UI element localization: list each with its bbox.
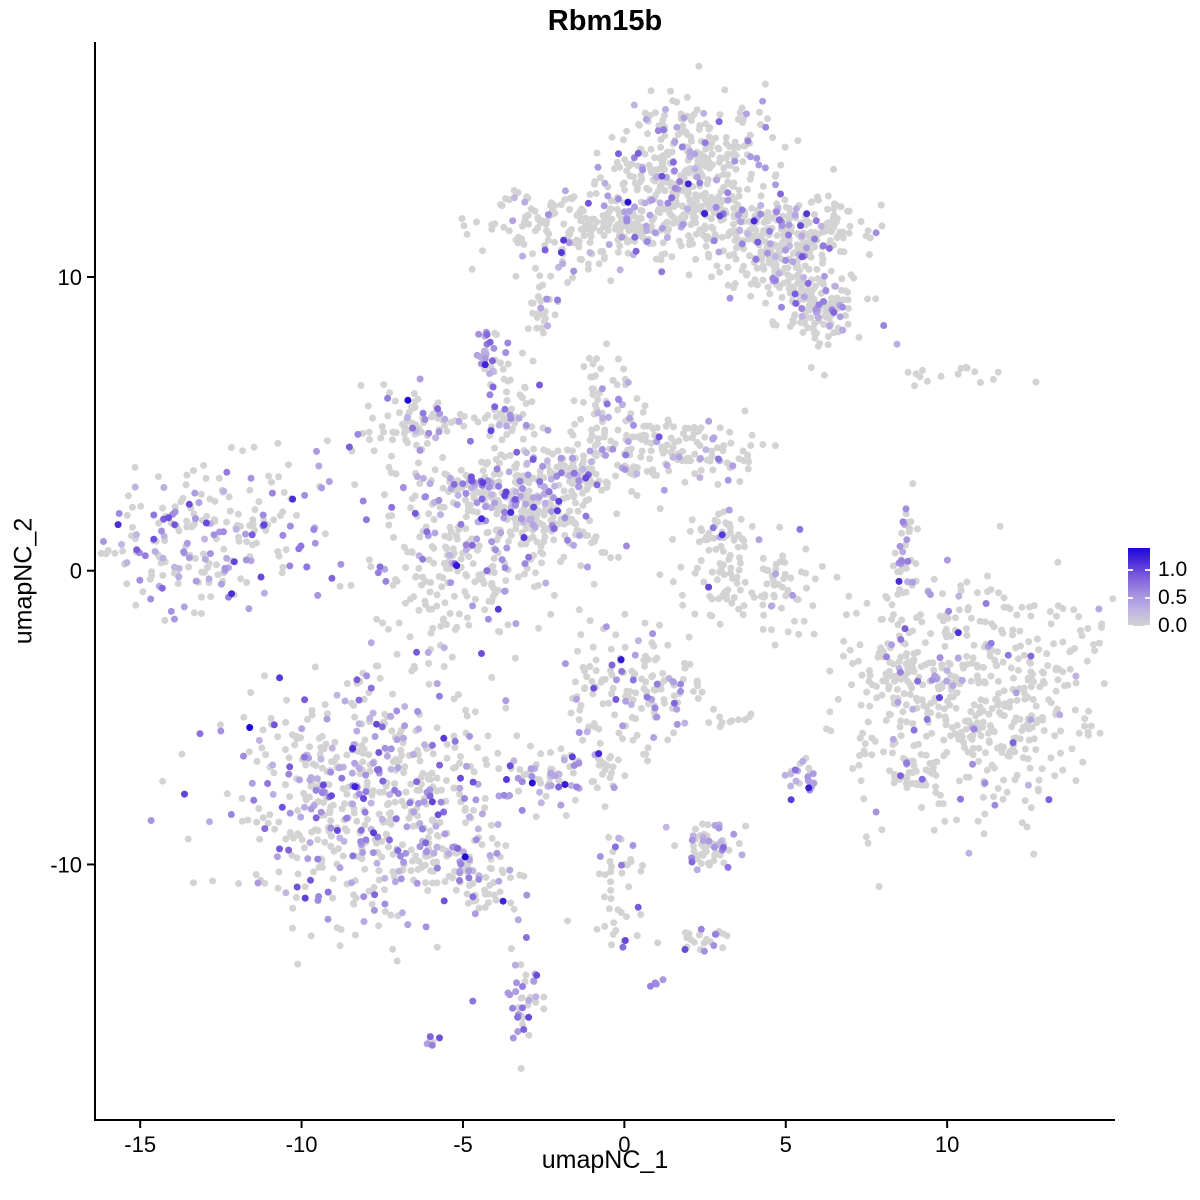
legend-tick-mark xyxy=(1128,597,1133,600)
legend-gradient-bar xyxy=(1128,548,1150,626)
x-tick-label: -5 xyxy=(453,1132,473,1157)
x-tick-label: 10 xyxy=(935,1132,959,1157)
legend-tick-mark xyxy=(1145,625,1150,627)
scatter-points xyxy=(97,62,1117,1072)
x-axis-title: umapNC_1 xyxy=(541,1146,669,1174)
plot-title: Rbm15b xyxy=(547,5,663,37)
legend-tick-label: 1.0 xyxy=(1158,558,1188,582)
legend-tick-mark xyxy=(1145,569,1150,572)
y-axis-title: umapNC_2 xyxy=(9,517,38,645)
y-tick-label: 0 xyxy=(70,559,82,584)
legend-tick-mark xyxy=(1128,625,1133,627)
y-tick-label: -10 xyxy=(50,852,82,877)
legend-tick-label: 0.0 xyxy=(1158,614,1188,637)
legend-tick-mark xyxy=(1128,569,1133,572)
x-tick-label: -10 xyxy=(286,1132,318,1157)
x-tick-label: 0 xyxy=(618,1132,630,1157)
legend-tick-mark xyxy=(1145,597,1150,600)
legend-tick-label: 0.5 xyxy=(1158,586,1188,610)
x-tick-label: -15 xyxy=(124,1132,156,1157)
x-tick-label: 5 xyxy=(780,1132,792,1157)
y-tick-label: 10 xyxy=(58,265,82,290)
color-legend: 1.0 0.5 0.0 xyxy=(1128,548,1200,638)
